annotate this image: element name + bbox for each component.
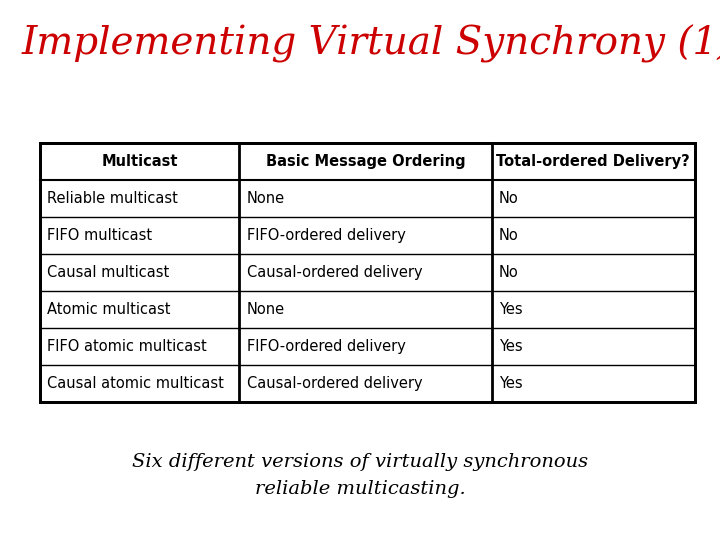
Text: None: None: [247, 191, 285, 206]
Text: None: None: [247, 302, 285, 317]
Text: Atomic multicast: Atomic multicast: [47, 302, 171, 317]
Text: No: No: [499, 191, 518, 206]
Text: Yes: Yes: [499, 302, 523, 317]
Text: Six different versions of virtually synchronous: Six different versions of virtually sync…: [132, 453, 588, 471]
Text: Implementing Virtual Synchrony (1): Implementing Virtual Synchrony (1): [22, 24, 720, 63]
Text: reliable multicasting.: reliable multicasting.: [255, 480, 465, 498]
Text: FIFO-ordered delivery: FIFO-ordered delivery: [247, 228, 405, 243]
Text: FIFO atomic multicast: FIFO atomic multicast: [47, 339, 207, 354]
Text: Multicast: Multicast: [102, 154, 178, 169]
Text: Yes: Yes: [499, 376, 523, 392]
Text: No: No: [499, 265, 518, 280]
Text: No: No: [499, 228, 518, 243]
Text: Basic Message Ordering: Basic Message Ordering: [266, 154, 465, 169]
Text: Causal multicast: Causal multicast: [47, 265, 169, 280]
Text: Causal-ordered delivery: Causal-ordered delivery: [247, 265, 422, 280]
Text: Total-ordered Delivery?: Total-ordered Delivery?: [496, 154, 690, 169]
Text: FIFO multicast: FIFO multicast: [47, 228, 152, 243]
Text: FIFO-ordered delivery: FIFO-ordered delivery: [247, 339, 405, 354]
Text: Yes: Yes: [499, 339, 523, 354]
Text: Causal atomic multicast: Causal atomic multicast: [47, 376, 224, 392]
Text: Reliable multicast: Reliable multicast: [47, 191, 178, 206]
Text: Causal-ordered delivery: Causal-ordered delivery: [247, 376, 422, 392]
